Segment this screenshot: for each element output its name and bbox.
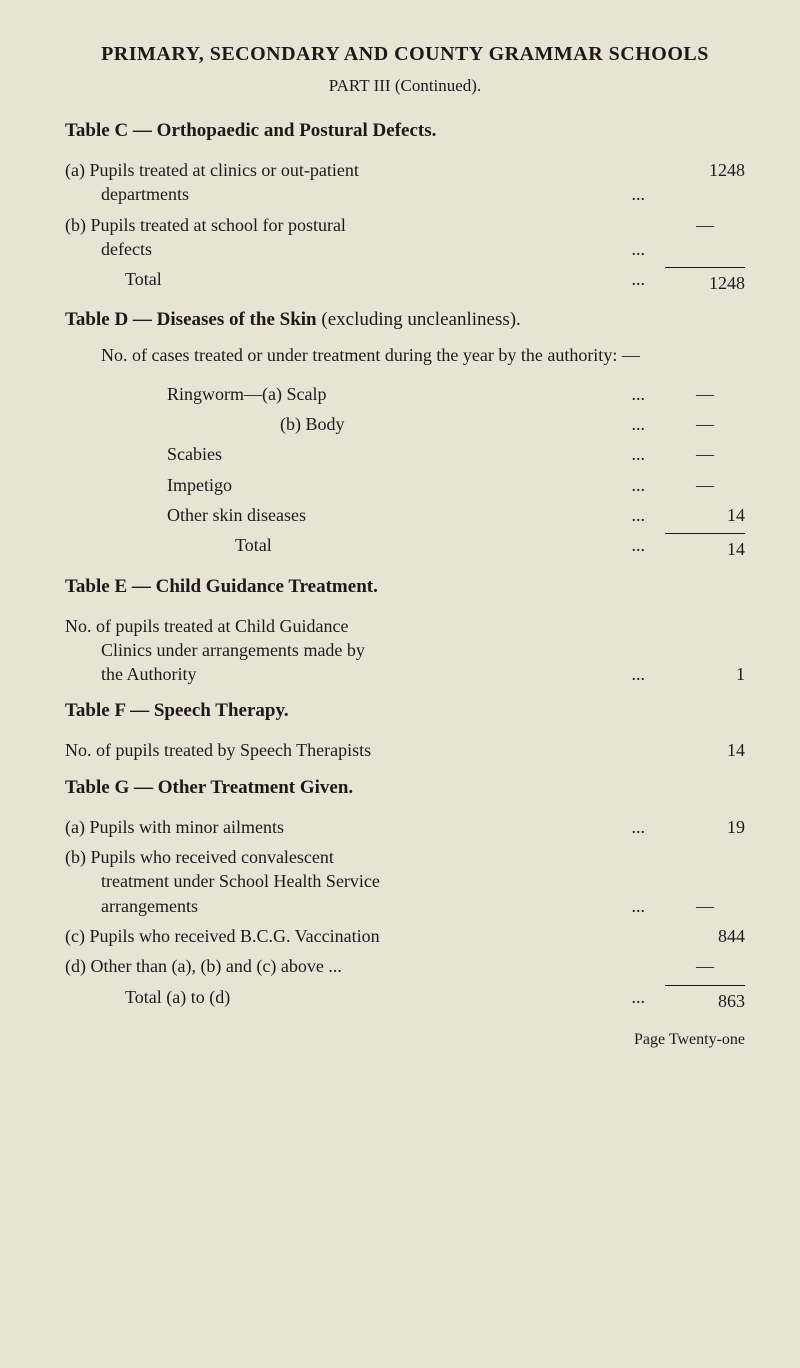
row-value: — xyxy=(665,213,745,237)
row-value: 19 xyxy=(665,815,745,839)
table-g-row-d: (d) Other than (a), (b) and (c) above ..… xyxy=(65,954,745,978)
page-footer: Page Twenty-one xyxy=(65,1031,745,1049)
row-value: — xyxy=(665,894,745,918)
heading-rest: (excluding uncleanliness). xyxy=(317,309,521,330)
row-label: Other skin diseases... xyxy=(65,503,665,527)
row-value: — xyxy=(665,442,745,466)
table-d-total: Total... 14 xyxy=(65,533,745,561)
table-g-row-a: (a) Pupils with minor ailments... 19 xyxy=(65,815,745,839)
row-label: (c) Pupils who received B.C.G. Vaccinati… xyxy=(65,924,665,948)
row-value: — xyxy=(665,473,745,497)
row-label: (b) Pupils treated at school for postura… xyxy=(65,213,665,262)
table-e-heading: Table E — Child Guidance Treatment. xyxy=(65,576,745,598)
table-g-row-b: (b) Pupils who received convalescenttrea… xyxy=(65,845,745,918)
table-d-row-5: Other skin diseases... 14 xyxy=(65,503,745,527)
row-value: 1248 xyxy=(665,158,745,182)
subtitle: PART III (Continued). xyxy=(65,76,745,96)
heading-bold: Table D — Diseases of the Skin xyxy=(65,309,317,330)
row-value: 844 xyxy=(665,924,745,948)
row-label: Scabies... xyxy=(65,442,665,466)
row-value: — xyxy=(665,382,745,406)
total-label: Total (a) to (d)... xyxy=(65,985,665,1009)
table-c-row-b: (b) Pupils treated at school for postura… xyxy=(65,213,745,262)
total-value: 14 xyxy=(665,533,745,561)
table-g-total: Total (a) to (d)... 863 xyxy=(65,985,745,1013)
total-label: Total... xyxy=(65,267,665,291)
table-d-row-2: (b) Body... — xyxy=(65,412,745,436)
table-g-row-c: (c) Pupils who received B.C.G. Vaccinati… xyxy=(65,924,745,948)
row-value: 1 xyxy=(665,662,745,686)
row-label: (b) Body... xyxy=(65,412,665,436)
row-value: — xyxy=(665,412,745,436)
row-label: (d) Other than (a), (b) and (c) above ..… xyxy=(65,954,665,978)
row-label: Impetigo... xyxy=(65,473,665,497)
table-d-row-4: Impetigo... — xyxy=(65,473,745,497)
row-label: Ringworm—(a) Scalp... xyxy=(65,382,665,406)
table-d-heading: Table D — Diseases of the Skin (excludin… xyxy=(65,309,745,331)
table-f-heading: Table F — Speech Therapy. xyxy=(65,700,745,722)
table-g-heading: Table G — Other Treatment Given. xyxy=(65,777,745,799)
row-label: (a) Pupils with minor ailments... xyxy=(65,815,665,839)
table-f-row-1: No. of pupils treated by Speech Therapis… xyxy=(65,738,745,762)
row-label: (b) Pupils who received convalescenttrea… xyxy=(65,845,665,918)
row-label: (a) Pupils treated at clinics or out-pat… xyxy=(65,158,665,207)
table-d-intro: No. of cases treated or under treatment … xyxy=(65,343,745,367)
row-value: 14 xyxy=(665,738,745,762)
row-label: No. of pupils treated at Child GuidanceC… xyxy=(65,614,665,687)
table-e-row-1: No. of pupils treated at Child GuidanceC… xyxy=(65,614,745,687)
table-c-row-a: (a) Pupils treated at clinics or out-pat… xyxy=(65,158,745,207)
row-value: 14 xyxy=(665,503,745,527)
table-d-row-1: Ringworm—(a) Scalp... — xyxy=(65,382,745,406)
row-label: No. of pupils treated by Speech Therapis… xyxy=(65,738,665,762)
total-value: 1248 xyxy=(665,267,745,295)
row-value: — xyxy=(665,954,745,978)
table-c-total: Total... 1248 xyxy=(65,267,745,295)
main-title: PRIMARY, SECONDARY AND COUNTY GRAMMAR SC… xyxy=(65,40,745,68)
total-label: Total... xyxy=(65,533,665,557)
table-d-row-3: Scabies... — xyxy=(65,442,745,466)
table-c-heading: Table C — Orthopaedic and Postural Defec… xyxy=(65,120,745,142)
total-value: 863 xyxy=(665,985,745,1013)
